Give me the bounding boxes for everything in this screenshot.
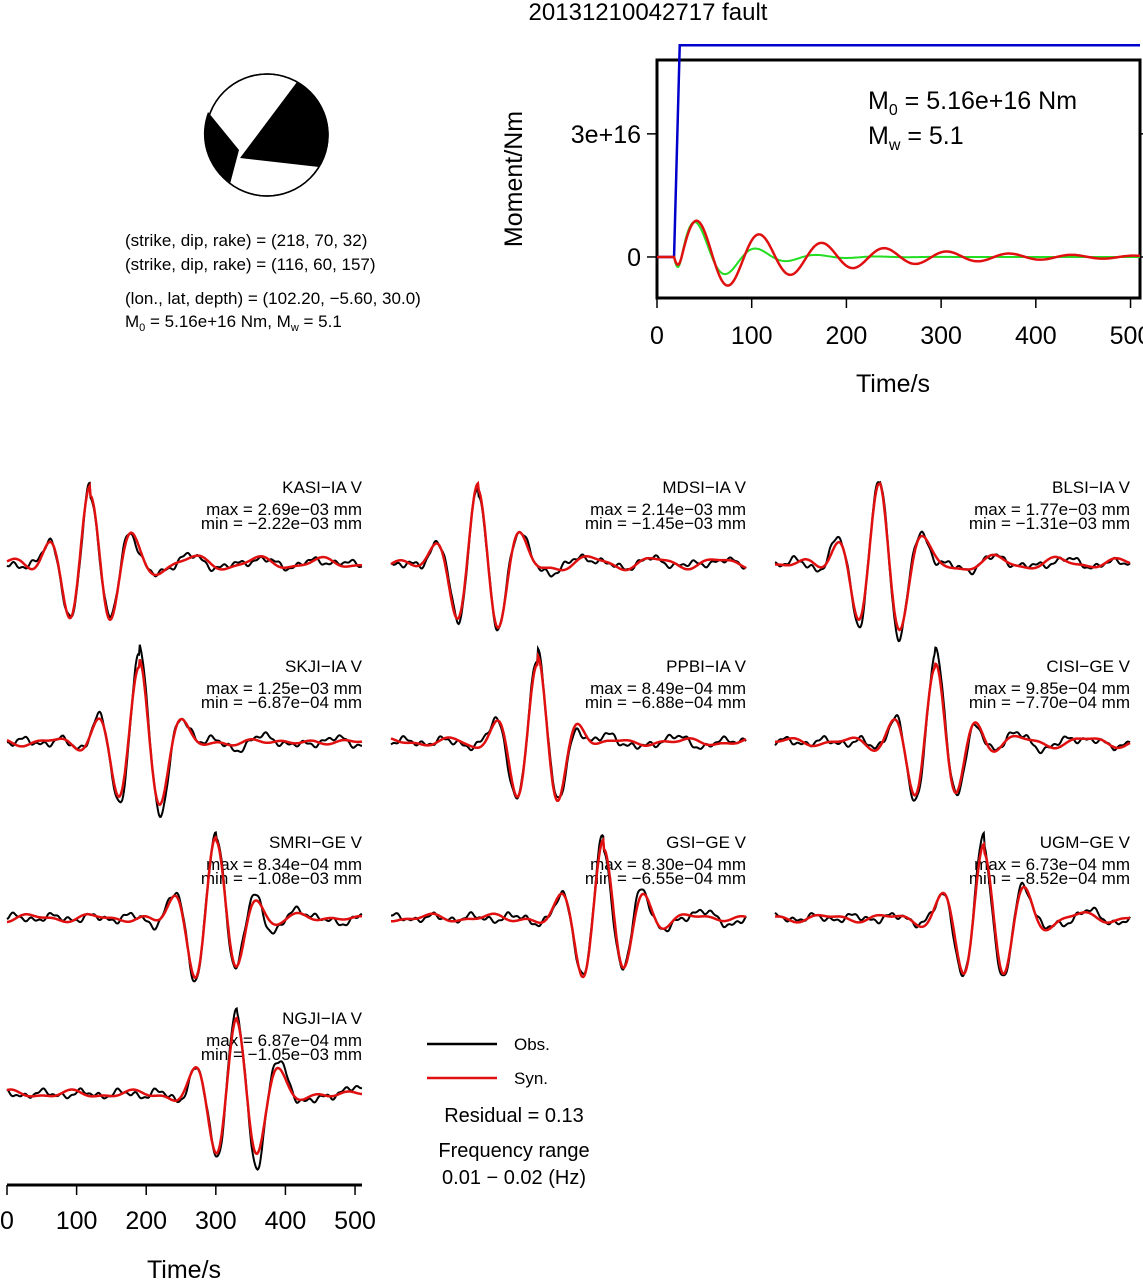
trace-min-label: min = −6.87e−04 mm (201, 693, 362, 712)
trace-observed-line (774, 830, 1131, 978)
trace-max-label: max = 8.30e−04 mm (590, 855, 746, 874)
moment-ytick-label: 0 (627, 244, 641, 272)
legend-obs-label: Obs. (514, 1035, 550, 1054)
trace-station-label: PPBI−IA V (666, 657, 747, 676)
moment-xtick-label: 200 (826, 322, 868, 350)
trace-min-label: min = −6.88e−04 mm (585, 693, 746, 712)
trace-max-label: max = 8.49e−04 mm (590, 679, 746, 698)
beachball-icon (203, 73, 329, 197)
waveform-xtick-label: 0 (0, 1207, 14, 1235)
waveform-xlabel: Time/s (147, 1256, 221, 1280)
waveform-xtick-label: 100 (56, 1207, 98, 1235)
trace-station-label: KASI−IA V (282, 478, 363, 497)
trace-synthetic-line (775, 841, 1130, 976)
trace-max-label: max = 6.87e−04 mm (206, 1031, 362, 1050)
trace-min-label: min = −2.22e−03 mm (201, 514, 362, 533)
moment-green-curve (657, 221, 1141, 276)
trace-synthetic-line (6, 835, 363, 980)
moment-plot: 010020030040050003e+16 Moment/Nm Time/s … (500, 43, 1143, 398)
trace-synthetic-line (775, 662, 1131, 797)
trace-max-label: max = 1.25e−03 mm (206, 679, 362, 698)
moment-magnitude-line: M0 = 5.16e+16 Nm, Mw = 5.1 (125, 312, 342, 334)
trace-station-label: NGJI−IA V (282, 1009, 362, 1028)
moment-xtick-label: 100 (731, 322, 773, 350)
trace-station-label: BLSI−IA V (1052, 478, 1131, 497)
trace-max-label: max = 9.85e−04 mm (974, 679, 1130, 698)
trace-station-label: UGM−GE V (1040, 833, 1131, 852)
waveform-xtick-label: 400 (265, 1207, 307, 1235)
trace-synthetic-line (6, 481, 362, 622)
figure-title: 20131210042717 fault (529, 0, 768, 26)
moment-red-curve (657, 219, 1141, 287)
moment-ylabel: Moment/Nm (500, 111, 528, 247)
moment-ytick-label: 3e+16 (571, 121, 641, 149)
residual-text: Residual = 0.13 (444, 1105, 584, 1127)
moment-xtick-label: 500 (1110, 322, 1143, 350)
trace-synthetic-line (6, 1015, 362, 1156)
trace-min-label: min = −1.45e−03 mm (585, 514, 746, 533)
trace-synthetic-line (6, 658, 363, 807)
legend: Obs. Syn. Residual = 0.13 Frequency rang… (427, 1035, 590, 1189)
trace-min-label: min = −7.70e−04 mm (969, 693, 1130, 712)
trace-max-label: max = 2.14e−03 mm (590, 500, 746, 519)
trace-station-label: SKJI−IA V (285, 657, 363, 676)
trace-station-label: SMRI−GE V (269, 833, 363, 852)
trace-max-label: max = 6.73e−04 mm (974, 855, 1130, 874)
waveform-xtick-label: 200 (125, 1207, 167, 1235)
moment-anno-m0: M0 = 5.16e+16 Nm (868, 87, 1077, 119)
nodal-plane-2: (strike, dip, rake) = (116, 60, 157) (125, 255, 376, 274)
moment-xtick-label: 400 (1015, 322, 1057, 350)
moment-xtick-label: 0 (650, 322, 664, 350)
trace-station-label: GSI−GE V (666, 833, 746, 852)
moment-anno-mw: Mw = 5.1 (868, 122, 964, 154)
trace-max-label: max = 1.77e−03 mm (974, 500, 1130, 519)
trace-min-label: min = −1.08e−03 mm (201, 869, 362, 888)
trace-synthetic-line (390, 651, 747, 802)
trace-min-label: min = −8.52e−04 mm (969, 869, 1130, 888)
moment-xtick-label: 300 (920, 322, 962, 350)
trace-synthetic-line (774, 481, 1131, 632)
mechanism-info: (strike, dip, rake) = (218, 70, 32) (str… (125, 231, 421, 334)
trace-min-label: min = −1.31e−03 mm (969, 514, 1130, 533)
trace-min-label: min = −6.55e−04 mm (585, 869, 746, 888)
trace-min-label: min = −1.05e−03 mm (201, 1045, 362, 1064)
trace-observed-line (774, 480, 1131, 643)
moment-plot-frame (655, 58, 1142, 300)
source-location: (lon., lat, depth) = (102.20, −5.60, 30.… (125, 289, 421, 308)
frequency-range: 0.01 − 0.02 (Hz) (442, 1167, 586, 1189)
trace-synthetic-line (391, 836, 747, 979)
moment-xlabel: Time/s (856, 370, 930, 398)
frequency-title: Frequency range (438, 1140, 589, 1162)
nodal-plane-1: (strike, dip, rake) = (218, 70, 32) (125, 231, 367, 250)
legend-syn-label: Syn. (514, 1069, 548, 1088)
waveform-time-axis: 0 100 200 300 400 500 (0, 1183, 376, 1235)
trace-station-label: CISI−GE V (1046, 657, 1130, 676)
trace-max-label: max = 8.34e−04 mm (206, 855, 362, 874)
waveform-xtick-label: 500 (334, 1207, 376, 1235)
trace-station-label: MDSI−IA V (662, 478, 746, 497)
trace-synthetic-line (390, 480, 747, 630)
trace-max-label: max = 2.69e−03 mm (206, 500, 362, 519)
waveform-xtick-label: 300 (195, 1207, 237, 1235)
